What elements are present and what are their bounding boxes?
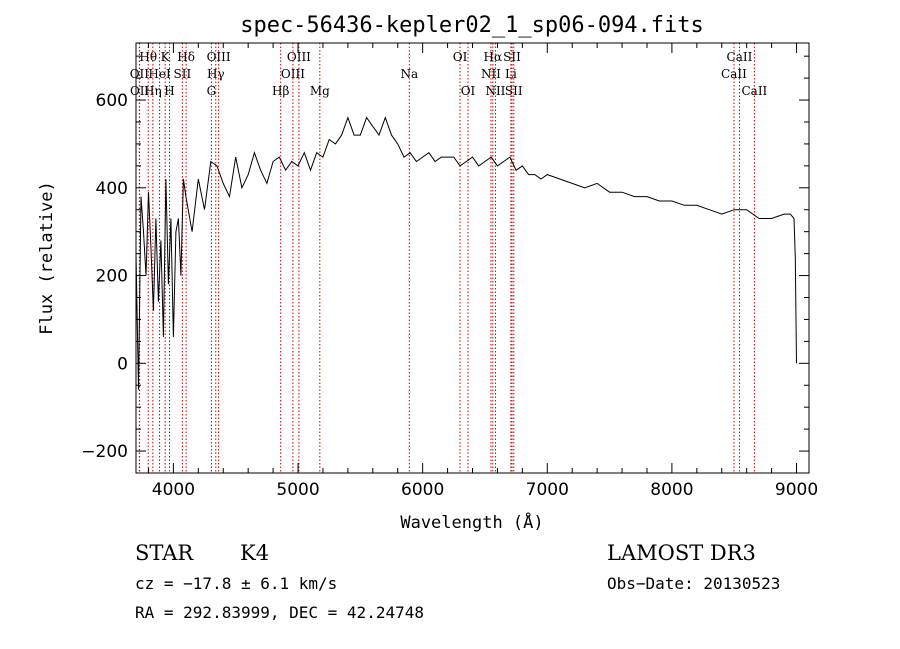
spectral-line-markers (138, 43, 755, 473)
x-axis-label: Wavelength (Å) (400, 511, 543, 533)
y-tick-label: 200 (96, 267, 128, 287)
spectral-line-label: Na (400, 67, 418, 81)
spectral-line-label: HeI (148, 67, 171, 81)
y-axis-label: Flux (relative) (37, 181, 57, 335)
y-tick-label: −200 (81, 442, 128, 462)
sky-coordinates: RA = 292.83999, DEC = 42.24748 (135, 603, 424, 622)
x-tick-label: 5000 (276, 480, 319, 500)
spectral-line-label: Hα (484, 50, 503, 64)
spectral-line-label: Hβ (272, 84, 289, 98)
x-tick-label: 4000 (152, 480, 195, 500)
x-tick-label: 9000 (775, 480, 818, 500)
spectral-line-label: NII (485, 84, 505, 98)
spectral-line-label: SII (174, 67, 192, 81)
object-class: STAR (135, 541, 194, 565)
spectral-line-label: OII (130, 67, 150, 81)
y-tick-label: 0 (117, 354, 128, 374)
spectral-line-label: Hγ (207, 67, 225, 81)
spectral-line-label: Hδ (177, 50, 195, 64)
spectral-line-label: CaII (741, 84, 767, 98)
spectral-line-label: OII (130, 84, 150, 98)
plot-frame (135, 42, 810, 474)
x-tick-label: 7000 (526, 480, 569, 500)
spectral-line-label: SII (505, 84, 523, 98)
flux-series-line (135, 116, 797, 390)
spectral-line-label: Mg (310, 84, 330, 98)
spectral-line-label: CaII (721, 67, 747, 81)
spectral-line-label: K (161, 50, 171, 64)
chart-title: spec-56436-kepler02_1_sp06-094.fits (240, 13, 704, 38)
observation-date: Obs−Date: 20130523 (607, 574, 780, 593)
spectral-line-label: OI (453, 50, 468, 64)
y-axis-ticks: −200 0 200 400 600 (81, 55, 809, 462)
x-axis-ticks: 4000 5000 6000 7000 8000 9000 (147, 43, 818, 500)
spectral-line-label: H (164, 84, 174, 98)
spectral-line-label: OI (461, 84, 476, 98)
redshift-velocity: cz = −17.8 ± 6.1 km/s (135, 574, 337, 593)
spectral-line-label: NII (481, 67, 501, 81)
object-subclass: K4 (240, 541, 269, 565)
x-tick-label: 8000 (650, 480, 693, 500)
spectral-line-label: CaII (727, 50, 753, 64)
spectral-line-label: Li (505, 67, 517, 81)
spectral-line-label: OIII (281, 67, 305, 81)
survey-name: LAMOST DR3 (607, 541, 756, 565)
y-tick-label: 600 (96, 91, 128, 111)
x-tick-label: 6000 (401, 480, 444, 500)
spectral-line-label: G (207, 84, 217, 98)
y-tick-label: 400 (96, 179, 128, 199)
spectral-line-label: SII (503, 50, 521, 64)
spectral-line-label: OIII (207, 50, 231, 64)
spectral-line-label: OIII (287, 50, 311, 64)
spectral-line-label: Hθ (139, 50, 157, 64)
spectral-line-label: Hη (144, 84, 162, 98)
